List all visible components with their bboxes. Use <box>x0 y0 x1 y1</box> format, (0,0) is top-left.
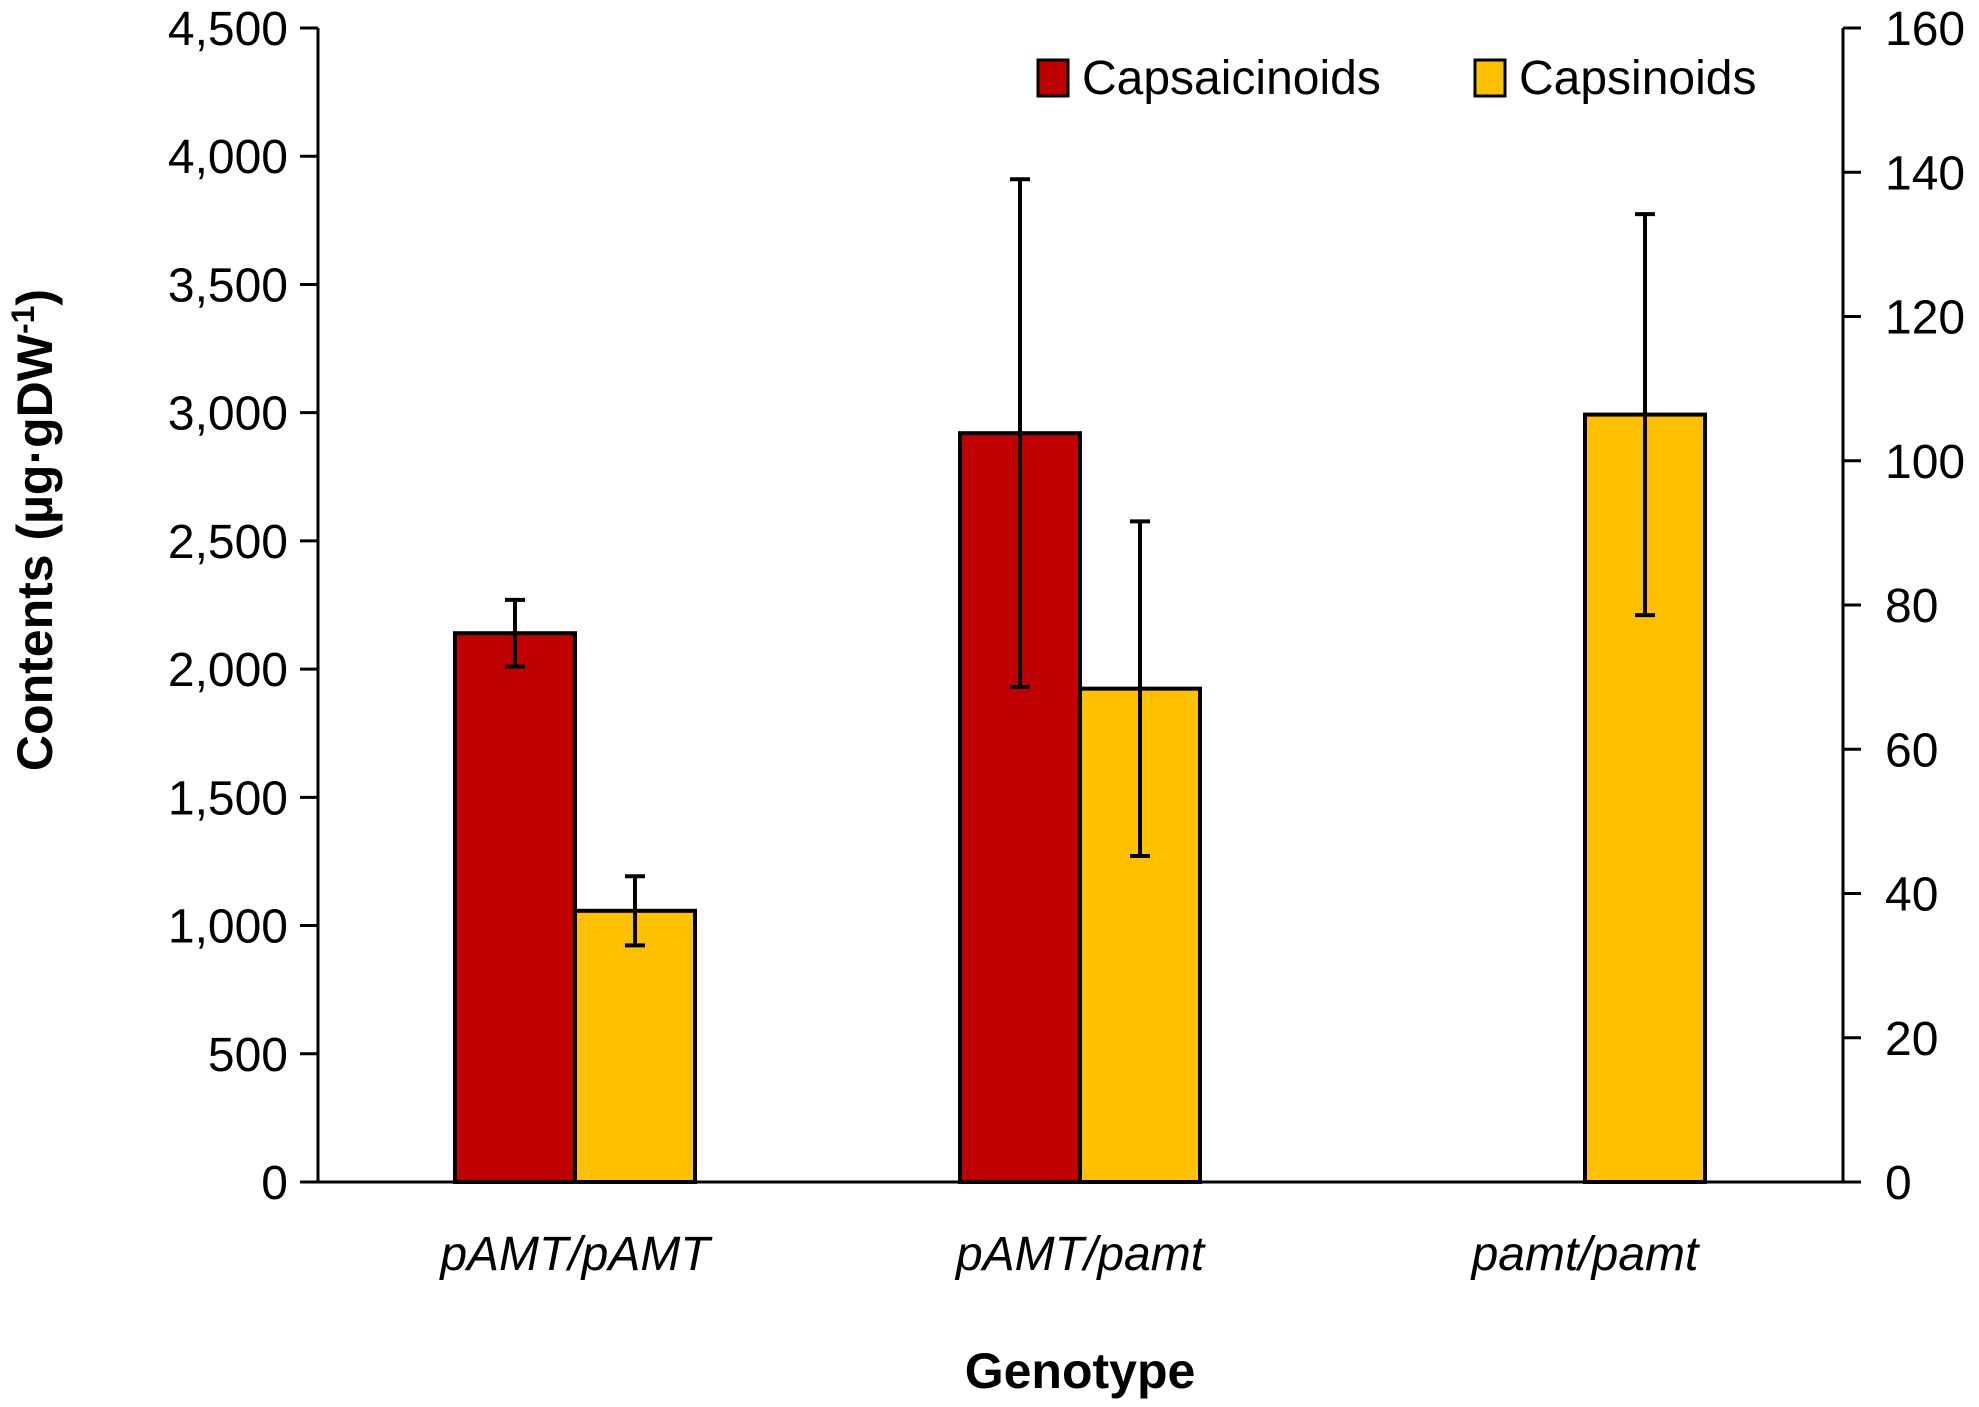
x-category-label-0: pAMT/pAMT <box>438 1228 713 1281</box>
y-axis-title-close: ) <box>7 289 63 306</box>
y-tick-label-left-4500: 4,500 <box>168 3 288 56</box>
y-tick-label-right-160: 160 <box>1885 3 1965 56</box>
y-tick-label-right-80: 80 <box>1885 580 1938 633</box>
y-tick-label-right-20: 20 <box>1885 1013 1938 1066</box>
x-category-label-2: pamt/pamt <box>1470 1228 1700 1281</box>
y-tick-label-left-2000: 2,000 <box>168 644 288 697</box>
y-tick-label-left-1500: 1,500 <box>168 772 288 825</box>
y-tick-label-left-500: 500 <box>208 1029 288 1082</box>
y-tick-label-left-3500: 3,500 <box>168 259 288 312</box>
y-axis-title-main: Contents (µg·gDW <box>7 333 63 771</box>
legend-label-capsinoids: Capsinoids <box>1519 52 1756 105</box>
legend: Capsaicinoids Capsinoids <box>1036 52 1756 105</box>
y-tick-label-left-1000: 1,000 <box>168 901 288 954</box>
y-tick-label-left-0: 0 <box>261 1157 288 1210</box>
y-tick-label-right-120: 120 <box>1885 292 1965 345</box>
legend-label-capsaicinoids: Capsaicinoids <box>1082 52 1381 105</box>
y-tick-label-right-100: 100 <box>1885 436 1965 489</box>
bar-capsinoids-0 <box>573 908 697 1184</box>
bar-capsaicinoids-0 <box>453 631 577 1184</box>
y-tick-label-right-40: 40 <box>1885 869 1938 922</box>
bars-layer <box>453 412 1707 1184</box>
x-axis-title: Genotype <box>965 1343 1196 1399</box>
y-axis-title-sup: -1 <box>5 306 41 334</box>
y-tick-label-left-2500: 2,500 <box>168 516 288 569</box>
tick-labels-layer: 0 500 1,000 1,500 2,000 2,500 3,000 3,500 4,000 4… <box>168 3 1965 1210</box>
legend-swatch-capsinoids <box>1473 58 1507 98</box>
y-tick-label-left-4000: 4,000 <box>168 131 288 184</box>
y-axis-title: Contents (µg·gDW-1) <box>5 289 63 771</box>
error-bars-layer <box>505 177 1655 948</box>
x-category-label-1: pAMT/pamt <box>954 1228 1206 1281</box>
y-tick-label-left-3000: 3,000 <box>168 388 288 441</box>
axes-layer <box>300 26 1861 1184</box>
y-tick-label-right-0: 0 <box>1885 1157 1912 1210</box>
category-labels-layer: pAMT/pAMT pAMT/pamt pamt/pamt <box>438 1228 1700 1281</box>
y-tick-label-right-60: 60 <box>1885 724 1938 777</box>
legend-swatch-capsaicinoids <box>1036 58 1070 98</box>
y-tick-label-right-140: 140 <box>1885 147 1965 200</box>
